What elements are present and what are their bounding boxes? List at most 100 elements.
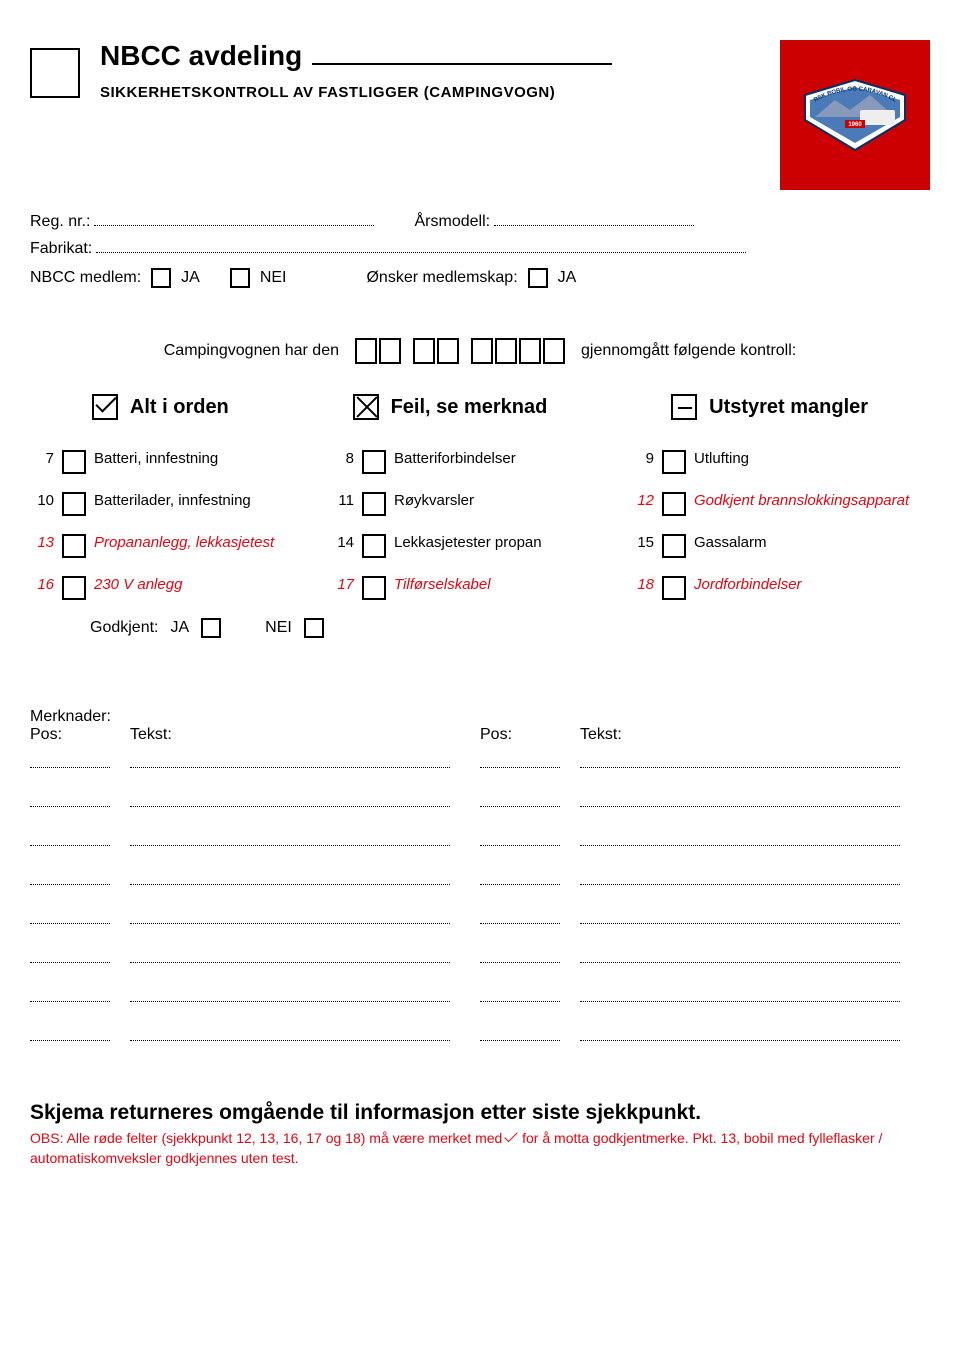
merknader-tekst-input[interactable] [130, 793, 450, 807]
merknader-line-group [30, 910, 480, 924]
merknader-tekst-input[interactable] [580, 832, 900, 846]
merknader-pos-input[interactable] [480, 910, 560, 924]
merknader-line-row [30, 793, 930, 807]
merknader-pos-input[interactable] [480, 1027, 560, 1041]
merknader-pos-input[interactable] [30, 988, 110, 1002]
checklist-row: 13Propananlegg, lekkasjetest14Lekkasjete… [30, 534, 930, 558]
checklist-item-number: 10 [30, 492, 54, 509]
merknader-pos-input[interactable] [30, 949, 110, 963]
merknader-pos-input[interactable] [480, 832, 560, 846]
merknader-tekst-input[interactable] [130, 832, 450, 846]
godkjent-row: Godkjent: JA NEI [90, 618, 930, 638]
merknader-tekst-input[interactable] [130, 910, 450, 924]
checklist-item: 10Batterilader, innfestning [30, 492, 330, 516]
checklist-item-checkbox[interactable] [362, 534, 386, 558]
date-box-y3[interactable] [519, 338, 541, 364]
checklist-item-checkbox[interactable] [362, 450, 386, 474]
checklist-item-checkbox[interactable] [62, 534, 86, 558]
checklist-item-checkbox[interactable] [662, 450, 686, 474]
logo-badge-container: 1960 NORSK BOBIL OG CARAVAN CLUB [780, 40, 930, 190]
date-box-d2[interactable] [379, 338, 401, 364]
merknader-pos-input[interactable] [30, 871, 110, 885]
merknader-tekst-input[interactable] [130, 949, 450, 963]
merknader-tekst-input[interactable] [580, 910, 900, 924]
merknader-line-group [30, 1027, 480, 1041]
merknader-tekst-label-1: Tekst: [130, 726, 480, 744]
merknader-tekst-input[interactable] [130, 988, 450, 1002]
merknader-pos-input[interactable] [480, 871, 560, 885]
date-box-y2[interactable] [495, 338, 517, 364]
merknader-tekst-input[interactable] [580, 793, 900, 807]
medlem-ja-checkbox[interactable] [151, 268, 171, 288]
title-fill-line[interactable] [312, 41, 612, 65]
medlem-nei-checkbox[interactable] [230, 268, 250, 288]
checklist-item-number: 8 [330, 450, 354, 467]
godkjent-nei-checkbox[interactable] [304, 618, 324, 638]
checklist-item-label: Gassalarm [694, 534, 767, 552]
merknader-pos-input[interactable] [480, 949, 560, 963]
checklist-item: 14Lekkasjetester propan [330, 534, 630, 558]
checklist-item: 15 Gassalarm [630, 534, 930, 558]
legend-feil-label: Feil, se merknad [391, 396, 548, 419]
date-box-y4[interactable] [543, 338, 565, 364]
merknader-pos-input[interactable] [30, 793, 110, 807]
form-main-checkbox[interactable] [30, 48, 80, 98]
date-input-boxes [355, 338, 565, 364]
fabrikat-input-line[interactable] [96, 237, 746, 253]
checklist-item-checkbox[interactable] [662, 576, 686, 600]
arsmodell-input-line[interactable] [494, 210, 694, 226]
merknader-pos-input[interactable] [480, 988, 560, 1002]
merknader-pos-input[interactable] [30, 910, 110, 924]
merknader-line-group [30, 988, 480, 1002]
onsker-ja-checkbox[interactable] [528, 268, 548, 288]
merknader-pos-input[interactable] [480, 754, 560, 768]
inspection-text-before: Campingvognen har den [164, 342, 339, 360]
merknader-line-group [30, 793, 480, 807]
checklist-item-checkbox[interactable] [62, 576, 86, 600]
checklist-item-checkbox[interactable] [362, 576, 386, 600]
checklist-item: 16230 V anlegg [30, 576, 330, 600]
checklist-item: 12Godkjent brannslokkingsapparat [630, 492, 930, 516]
inspection-date-line: Campingvognen har den gjennomgått følgen… [30, 338, 930, 364]
godkjent-ja-label: JA [170, 619, 189, 637]
medlem-nei-label: NEI [260, 269, 287, 287]
merknader-tekst-input[interactable] [130, 754, 450, 768]
date-box-d1[interactable] [355, 338, 377, 364]
checklist-item-checkbox[interactable] [662, 534, 686, 558]
checklist-item: 11Røykvarsler [330, 492, 630, 516]
date-box-m1[interactable] [413, 338, 435, 364]
checklist-item-checkbox[interactable] [62, 492, 86, 516]
checklist-grid: 7Batteri, innfestning8Batteriforbindelse… [30, 450, 930, 600]
merknader-line-row [30, 910, 930, 924]
date-box-y1[interactable] [471, 338, 493, 364]
merknader-pos-input[interactable] [30, 832, 110, 846]
checklist-item-label: Utlufting [694, 450, 749, 468]
godkjent-ja-checkbox[interactable] [201, 618, 221, 638]
checklist-item-checkbox[interactable] [62, 450, 86, 474]
checklist-item-label: Lekkasjetester propan [394, 534, 542, 552]
checklist-item-checkbox[interactable] [662, 492, 686, 516]
merknader-tekst-input[interactable] [580, 988, 900, 1002]
merknader-pos-input[interactable] [30, 754, 110, 768]
checklist-item-label: Batteriforbindelser [394, 450, 516, 468]
reg-nr-input-line[interactable] [94, 210, 374, 226]
merknader-tekst-input[interactable] [580, 949, 900, 963]
merknader-tekst-input[interactable] [130, 871, 450, 885]
merknader-tekst-input[interactable] [580, 871, 900, 885]
merknader-tekst-input[interactable] [130, 1027, 450, 1041]
merknader-line-row [30, 871, 930, 885]
merknader-pos-input[interactable] [30, 1027, 110, 1041]
merknader-tekst-input[interactable] [580, 1027, 900, 1041]
legend-alt-i-orden-label: Alt i orden [130, 396, 229, 419]
merknader-line-row [30, 832, 930, 846]
merknader-tekst-input[interactable] [580, 754, 900, 768]
date-box-m2[interactable] [437, 338, 459, 364]
checklist-item-checkbox[interactable] [362, 492, 386, 516]
merknader-line-group [30, 754, 480, 768]
checklist-item-number: 15 [630, 534, 654, 551]
merknader-pos-input[interactable] [480, 793, 560, 807]
footer-title: Skjema returneres omgående til informasj… [30, 1101, 930, 1125]
title-line: NBCC avdeling [100, 40, 760, 72]
checklist-item-number: 17 [330, 576, 354, 593]
merknader-section: Merknader: Pos: Tekst: Pos: Tekst: [30, 708, 930, 1041]
